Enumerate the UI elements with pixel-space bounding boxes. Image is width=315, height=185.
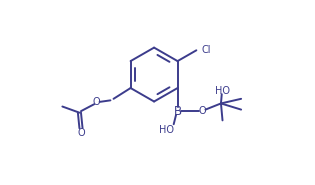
Text: Cl: Cl <box>202 45 211 55</box>
Text: HO: HO <box>159 125 174 135</box>
Text: B: B <box>174 105 182 118</box>
Text: O: O <box>93 97 100 107</box>
Text: O: O <box>77 128 85 138</box>
Text: HO: HO <box>215 86 230 96</box>
Text: O: O <box>198 106 206 116</box>
